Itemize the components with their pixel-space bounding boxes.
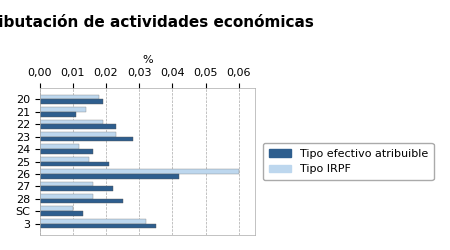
X-axis label: %: % [142,55,153,65]
Bar [40,107,86,112]
Title: Tributación de actividades económicas: Tributación de actividades económicas [0,15,314,30]
Bar [40,174,179,179]
Bar [40,182,93,186]
Bar [40,95,99,100]
Bar [40,194,93,199]
Bar [40,132,116,137]
Bar [40,224,156,228]
Legend: Tipo efectivo atribuible, Tipo IRPF: Tipo efectivo atribuible, Tipo IRPF [263,143,434,180]
Bar [40,211,83,216]
Bar [40,124,116,129]
Bar [40,162,109,166]
Bar [40,206,73,211]
Bar [40,112,76,116]
Bar [40,137,133,141]
Bar [40,199,123,203]
Bar [40,120,103,124]
Bar [40,186,112,191]
Bar [40,157,90,162]
Bar [40,149,93,154]
Bar [40,144,80,149]
Bar [40,169,239,174]
Bar [40,219,146,224]
Bar [40,100,103,104]
